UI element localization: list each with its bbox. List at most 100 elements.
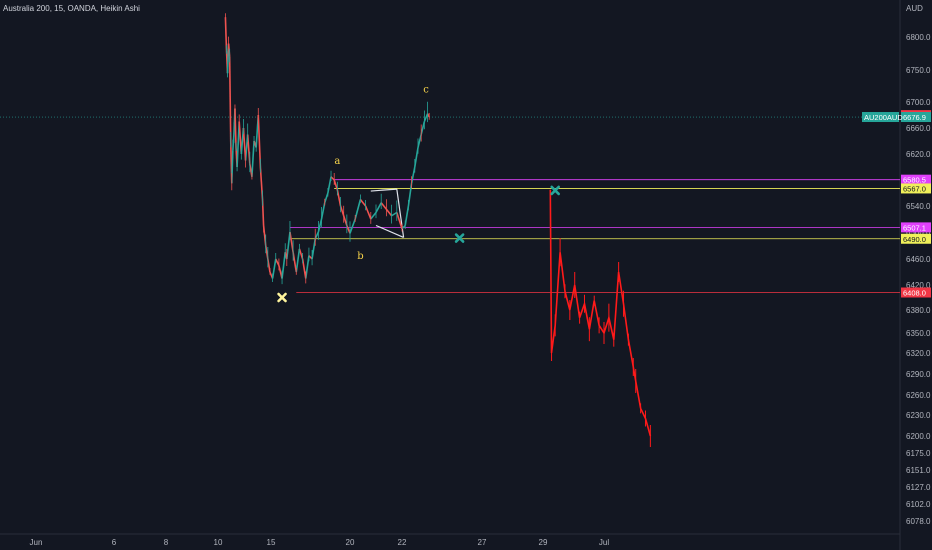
price-segment [292, 252, 298, 273]
price-segment [370, 212, 377, 220]
y-tick-label: 6175.0 [906, 449, 931, 458]
y-tick-label: 6500.0 [906, 228, 931, 237]
y-tick-label: 6540.0 [906, 202, 931, 211]
price-segment [401, 224, 406, 230]
symbol-tag-label: AU200AUD [864, 113, 903, 122]
x-tick-label: 10 [214, 538, 223, 547]
y-tick-label: 6151.0 [906, 466, 931, 475]
price-segment [336, 189, 342, 207]
chart-title: Australia 200, 15, OANDA, Heikin Ashi [3, 4, 140, 13]
price-segment [417, 134, 422, 148]
wave-label: b [357, 251, 363, 262]
price-segment [375, 202, 382, 213]
wave-label: c [423, 84, 429, 95]
x-marker-mid[interactable] [454, 233, 465, 243]
y-tick-label: 6800.0 [906, 33, 931, 42]
price-segment [275, 258, 280, 266]
y-tick-label: 6420.0 [906, 281, 931, 290]
price-segment [317, 218, 323, 233]
x-tick-label: 15 [267, 538, 276, 547]
y-tick-label: 6290.0 [906, 370, 931, 379]
price-segment [385, 208, 393, 217]
price-tag-label: 6507.1 [903, 223, 926, 232]
y-tick-label: 6320.0 [906, 349, 931, 358]
x-tick-label: 8 [164, 538, 169, 547]
price-segment [314, 231, 320, 240]
price-segment [320, 202, 326, 220]
x-tick-label: Jul [599, 538, 609, 547]
y-tick-label: 6620.0 [906, 150, 931, 159]
y-tick-label: 6750.0 [906, 66, 931, 75]
price-segment [380, 202, 388, 210]
wedge-line[interactable] [396, 189, 405, 238]
symbol-tag [862, 112, 899, 123]
price-segment [301, 258, 307, 279]
price-tag-label: 6408.0 [903, 289, 926, 298]
y-tick-label: 6260.0 [906, 391, 931, 400]
price-segment [410, 166, 416, 184]
y-tick-label: 6078.0 [906, 517, 931, 526]
price-segment [339, 205, 345, 216]
currency-label: AUD [906, 4, 923, 13]
y-tick-label: 6460.0 [906, 255, 931, 264]
price-segment [333, 179, 339, 190]
price-tag [901, 233, 931, 244]
price-segment [281, 252, 287, 279]
y-tick-label: 6200.0 [906, 432, 931, 441]
price-segment [404, 205, 410, 226]
price-segment [354, 199, 362, 220]
price-segment [257, 114, 262, 168]
price-tag [901, 112, 931, 123]
price-segment [228, 56, 232, 142]
x-tick-label: 20 [346, 538, 355, 547]
price-segment [311, 238, 317, 260]
price-segment [271, 258, 277, 279]
price-segment [323, 192, 329, 203]
price-tag [901, 222, 931, 233]
price-segment [304, 255, 310, 279]
price-segment [298, 248, 304, 260]
y-tick-label: 6660.0 [906, 124, 931, 133]
price-segment [396, 212, 403, 229]
price-tag [901, 183, 931, 194]
price-tag-label: 6567.0 [903, 184, 926, 193]
price-segment [423, 113, 429, 122]
y-tick-label: 6350.0 [906, 329, 931, 338]
price-segment [414, 147, 419, 168]
x-tick-label: 27 [478, 538, 487, 547]
x-marker-low[interactable] [277, 292, 287, 303]
y-tick-label: 6380.0 [906, 306, 931, 315]
x-tick-label: 6 [112, 538, 117, 547]
y-tick-label: 6700.0 [906, 98, 931, 107]
y-tick-label: 6127.0 [906, 483, 931, 492]
x-marker-high[interactable] [550, 185, 561, 196]
price-tag [901, 174, 931, 185]
x-tick-label: 22 [398, 538, 407, 547]
price-segment [236, 121, 240, 168]
price-segment [407, 183, 413, 207]
price-segment [359, 199, 367, 207]
price-tag-label: 6676.9 [903, 113, 926, 122]
x-tick-label: Jun [30, 538, 43, 547]
wedge-line[interactable] [375, 224, 404, 238]
wave-label: a [334, 156, 340, 167]
price-tag-label: 6490.0 [903, 235, 926, 244]
price-segment [330, 176, 335, 181]
price-segment [251, 140, 255, 177]
price-segment [342, 215, 348, 226]
wedge-line[interactable] [370, 188, 397, 192]
price-segment [327, 176, 332, 194]
price-segment [224, 17, 228, 51]
price-segment [391, 211, 398, 217]
price-segment [346, 225, 351, 234]
price-segment [295, 248, 301, 273]
price-segment [286, 231, 291, 260]
x-tick-label: 29 [539, 538, 548, 547]
price-segment [364, 205, 372, 220]
price-tag-label: 6580.5 [903, 176, 926, 185]
y-tick-label: 6102.0 [906, 500, 931, 509]
price-segment [349, 218, 356, 234]
price-segment [234, 108, 237, 148]
